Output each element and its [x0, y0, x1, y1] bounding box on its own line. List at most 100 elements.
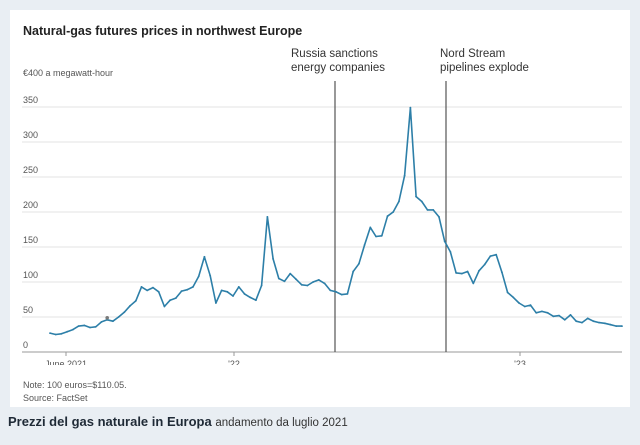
y-tick-label: 0 [23, 340, 28, 350]
data-point [512, 296, 515, 299]
y-tick-label: 250 [23, 165, 38, 175]
x-tick-label: June 2021 [45, 359, 87, 365]
data-point [541, 310, 543, 313]
point-marker [105, 316, 109, 320]
data-point [123, 311, 126, 313]
chart-note: Note: 100 euros=$110.05. [23, 380, 127, 390]
data-point [592, 320, 595, 323]
data-point [472, 282, 475, 285]
figure-caption: Prezzi del gas naturale in Europa andame… [8, 414, 348, 429]
data-point [112, 320, 114, 323]
data-point [449, 251, 452, 253]
data-point [157, 290, 160, 293]
data-point [220, 289, 223, 292]
data-point [392, 211, 395, 213]
data-point [598, 321, 601, 324]
chart-card: Natural-gas futures prices in northwest … [10, 10, 630, 407]
data-point [272, 258, 274, 260]
data-point [203, 255, 206, 258]
data-point [386, 215, 389, 218]
data-point [94, 325, 97, 328]
x-tick-label: '23 [514, 359, 526, 365]
data-point [506, 291, 509, 294]
data-point [363, 244, 366, 246]
data-point [529, 304, 532, 306]
data-point [340, 293, 343, 296]
data-point [289, 272, 292, 275]
data-point [523, 305, 526, 308]
y-axis-label: €400 a megawatt-hour [23, 68, 113, 78]
data-point [152, 286, 154, 289]
data-point [518, 302, 520, 304]
data-point [283, 280, 286, 283]
data-point [380, 234, 383, 237]
caption-subtitle: andamento da luglio 2021 [215, 417, 348, 429]
annotation-label: Russia sanctions [291, 48, 378, 60]
chart-plot: 0 50 100 150 200 250 300 350 €400 a megawatt-hou… [22, 48, 623, 365]
y-tick-label: 350 [23, 95, 38, 105]
data-point [226, 290, 229, 293]
data-point [352, 270, 355, 273]
data-point [71, 328, 74, 331]
data-point [100, 321, 103, 323]
data-point [77, 325, 80, 327]
data-point [460, 272, 463, 275]
data-point [478, 269, 480, 272]
data-point [146, 289, 149, 292]
data-point [89, 326, 91, 329]
data-point [346, 293, 349, 295]
data-point [357, 262, 360, 265]
data-point [615, 325, 618, 327]
data-point [140, 286, 143, 288]
chart-source: Source: FactSet [23, 393, 88, 403]
data-point [500, 271, 503, 274]
data-point [66, 330, 69, 333]
y-tick-label: 100 [23, 270, 38, 280]
data-point [415, 195, 417, 198]
data-point [197, 275, 200, 278]
data-point [243, 293, 246, 295]
data-point [312, 281, 315, 283]
data-point [129, 304, 131, 307]
data-point [186, 288, 189, 291]
data-point [535, 311, 538, 314]
data-point [558, 314, 560, 317]
annotation-label: energy companies [291, 62, 385, 74]
y-tick-label: 300 [23, 130, 38, 140]
data-point [266, 216, 269, 218]
data-point [180, 290, 183, 292]
data-point [369, 226, 372, 229]
data-point [420, 200, 423, 203]
data-point [174, 297, 177, 299]
data-point [569, 314, 572, 316]
data-point [300, 283, 303, 286]
data-point [438, 216, 440, 218]
data-point [237, 286, 240, 288]
data-point [398, 200, 400, 203]
data-point [214, 302, 217, 304]
data-point [317, 279, 320, 281]
data-point [586, 317, 589, 320]
data-point [329, 289, 332, 292]
data-point [609, 323, 612, 326]
data-point [323, 282, 326, 285]
data-point [563, 318, 566, 321]
data-point [163, 305, 166, 308]
data-point [49, 332, 51, 334]
data-point [575, 320, 578, 323]
annotation-label: pipelines explode [440, 62, 529, 74]
data-point [455, 272, 458, 274]
data-point [495, 253, 498, 256]
data-point [306, 284, 309, 287]
data-point [581, 321, 583, 324]
y-tick-label: 150 [23, 235, 38, 245]
data-point [169, 299, 172, 302]
data-point [443, 240, 446, 243]
data-point [260, 284, 263, 287]
chart-title: Natural-gas futures prices in northwest … [23, 24, 303, 38]
data-point [403, 174, 406, 177]
data-point [255, 299, 257, 302]
data-point [546, 311, 549, 314]
data-point [466, 270, 469, 273]
y-tick-label: 200 [23, 200, 38, 210]
